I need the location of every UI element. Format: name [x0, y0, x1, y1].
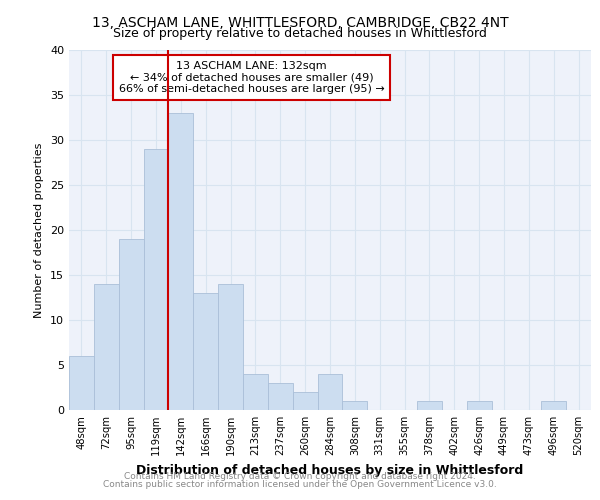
- Text: Contains HM Land Registry data © Crown copyright and database right 2024.: Contains HM Land Registry data © Crown c…: [124, 472, 476, 481]
- Bar: [343, 401, 367, 410]
- Text: 13 ASCHAM LANE: 132sqm
← 34% of detached houses are smaller (49)
66% of semi-det: 13 ASCHAM LANE: 132sqm ← 34% of detached…: [119, 61, 385, 94]
- Bar: [143, 149, 169, 410]
- Bar: [69, 356, 94, 410]
- Bar: [243, 374, 268, 410]
- Bar: [268, 383, 293, 410]
- Bar: [169, 113, 193, 410]
- Text: Size of property relative to detached houses in Whittlesford: Size of property relative to detached ho…: [113, 28, 487, 40]
- Bar: [293, 392, 317, 410]
- Text: 13, ASCHAM LANE, WHITTLESFORD, CAMBRIDGE, CB22 4NT: 13, ASCHAM LANE, WHITTLESFORD, CAMBRIDGE…: [92, 16, 508, 30]
- Bar: [193, 293, 218, 410]
- Bar: [467, 401, 491, 410]
- Text: Contains public sector information licensed under the Open Government Licence v3: Contains public sector information licen…: [103, 480, 497, 489]
- Y-axis label: Number of detached properties: Number of detached properties: [34, 142, 44, 318]
- X-axis label: Distribution of detached houses by size in Whittlesford: Distribution of detached houses by size …: [136, 464, 524, 476]
- Bar: [317, 374, 343, 410]
- Bar: [218, 284, 243, 410]
- Bar: [119, 239, 143, 410]
- Bar: [417, 401, 442, 410]
- Bar: [94, 284, 119, 410]
- Bar: [541, 401, 566, 410]
